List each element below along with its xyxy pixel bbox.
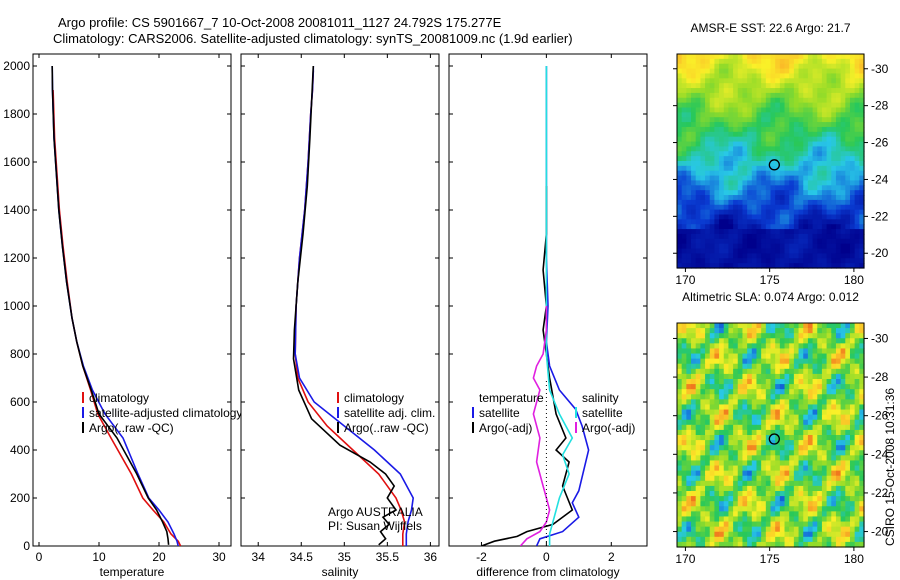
map-heatmap	[677, 54, 865, 269]
y-tick-label: 1200	[3, 251, 30, 265]
x-tick-label: -2	[476, 550, 487, 564]
sla-map: Altimetric SLA: 0.074 Argo: 0.012 170 175 1…	[673, 290, 889, 566]
map-x-tick-label: 180	[844, 273, 864, 287]
temperature-panel: 0 200 400 600 800 1000 1200 1400 1600 1800 2000 0 10…	[3, 53, 242, 579]
map-y-tick-label: -24	[871, 447, 889, 461]
series-argo	[292, 65, 398, 546]
map-y-tick-label: -22	[871, 209, 889, 223]
series-salinity-argo	[519, 306, 551, 546]
legend-heading: temperature	[479, 391, 544, 405]
map-y-tick-label: -20	[871, 246, 889, 260]
map-heatmap	[677, 323, 865, 548]
map-panels: AMSR-E SST: 22.6 Argo: 21.7 170 175 180 -20 -…	[673, 21, 889, 566]
map-x-tick-label: 170	[675, 552, 695, 566]
map-y-tick-label: -30	[871, 331, 889, 345]
y-tick-label: 1800	[3, 107, 30, 121]
series-argo	[51, 65, 170, 545]
map-y-tick-label: -28	[871, 99, 889, 113]
map-y-tick-label: -26	[871, 136, 889, 150]
x-tick-label: 30	[212, 550, 226, 564]
header-line2: Climatology: CARS2006. Satellite-adjuste…	[53, 31, 573, 46]
series-salinity-satellite	[545, 66, 574, 546]
map-x-tick-label: 175	[760, 273, 780, 287]
legend-item: Argo(..raw -QC)	[89, 421, 174, 435]
header-line1: Argo profile: CS 5901667_7 10-Oct-2008 2…	[58, 15, 502, 30]
plot-frame	[32, 53, 232, 547]
legend-heading: salinity	[582, 391, 619, 405]
x-tick-label: 34	[252, 550, 266, 564]
legend-item: climatology	[89, 391, 149, 405]
x-axis-label: temperature	[100, 565, 165, 579]
y-tick-label: 800	[10, 347, 30, 361]
x-tick-label: 2	[608, 550, 615, 564]
x-axis-label: difference from climatology	[476, 565, 619, 579]
map-y-tick-label: -30	[871, 62, 889, 76]
plot-frame	[240, 53, 440, 547]
map-y-tick-label: -26	[871, 409, 889, 423]
map-x-tick-label: 175	[760, 552, 780, 566]
legend-item: climatology	[344, 391, 404, 405]
y-tick-label: 1600	[3, 155, 30, 169]
argo-position-marker	[768, 433, 780, 445]
x-tick-label: 0	[543, 550, 550, 564]
side-stamp: CSIRO 15-Oct-2008 10:31:36	[883, 388, 897, 546]
argo-position-marker	[768, 159, 780, 171]
x-tick-label: 0	[36, 550, 43, 564]
y-tick-label: 200	[10, 491, 30, 505]
map-y-tick-label: -28	[871, 370, 889, 384]
legend-item: satellite adj. clim.	[344, 406, 435, 420]
map-frame	[676, 53, 865, 269]
series-group	[292, 65, 415, 546]
y-tick-label: 600	[10, 395, 30, 409]
argo-annotation: Argo AUSTRALIA	[328, 505, 423, 519]
map-y-tick-label: -20	[871, 525, 889, 539]
x-tick-label: 10	[92, 550, 106, 564]
x-tick-label: 35	[338, 550, 352, 564]
legend-item: satellite	[479, 406, 520, 420]
y-tick-label: 1400	[3, 203, 30, 217]
x-tick-label: 35.5	[376, 550, 400, 564]
y-tick-label: 0	[23, 539, 30, 553]
legend-item: Argo(-adj)	[479, 421, 532, 435]
legend-item: satellite-adjusted climatology	[89, 406, 242, 420]
x-tick-label: 20	[152, 550, 166, 564]
map-x-tick-label: 170	[675, 273, 695, 287]
series-group	[51, 65, 182, 546]
map-y-tick-label: -24	[871, 172, 889, 186]
x-tick-label: 36	[424, 550, 438, 564]
salinity-panel: 34 34.5 35 35.5 36 salinity climatologysatelli…	[240, 53, 440, 579]
map-y-tick-label: -22	[871, 486, 889, 500]
sst-map: AMSR-E SST: 22.6 Argo: 21.7 170 175 180 -20 -…	[673, 21, 889, 287]
legend-item: Argo(..raw -QC)	[344, 421, 429, 435]
x-axis-label: salinity	[322, 565, 359, 579]
y-tick-label: 400	[10, 443, 30, 457]
map-title: Altimetric SLA: 0.074 Argo: 0.012	[682, 290, 859, 304]
legend-item: satellite	[582, 406, 623, 420]
x-tick-label: 34.5	[290, 550, 314, 564]
map-frame	[676, 322, 865, 548]
map-x-tick-label: 180	[844, 552, 864, 566]
y-tick-label: 1000	[3, 299, 30, 313]
argo-annotation: PI: Susan Wijffels	[328, 519, 422, 533]
map-title: AMSR-E SST: 22.6 Argo: 21.7	[690, 21, 850, 35]
legend-item: Argo(-adj)	[582, 421, 635, 435]
y-tick-label: 2000	[3, 59, 30, 73]
